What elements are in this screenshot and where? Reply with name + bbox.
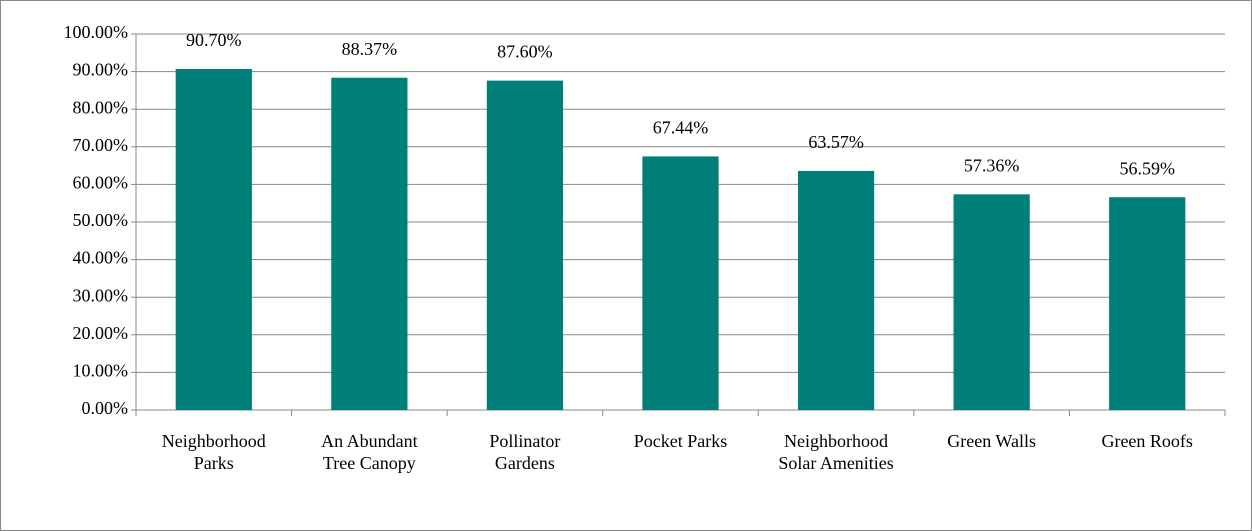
data-label: 63.57% [808, 132, 864, 152]
y-tick-label: 60.00% [73, 173, 129, 193]
bar [1109, 197, 1186, 410]
x-tick-label: An Abundant Tree Canopy [321, 431, 418, 473]
bar [175, 68, 252, 410]
x-tick-label: Green Walls [947, 431, 1036, 451]
data-label: 88.37% [342, 39, 398, 59]
x-tick-label: Neighborhood Solar Amenities [778, 431, 894, 473]
bar [331, 77, 408, 411]
y-tick-label: 50.00% [73, 210, 129, 230]
x-tick-label: Pocket Parks [633, 431, 728, 451]
bar [486, 80, 564, 411]
y-tick-label: 90.00% [73, 60, 129, 80]
bar [642, 156, 719, 410]
x-tick-label: Green Roofs [1101, 431, 1193, 451]
y-tick-label: 0.00% [82, 398, 129, 418]
data-label: 57.36% [964, 155, 1020, 175]
data-label: 67.44% [653, 118, 709, 138]
y-tick-label: 20.00% [73, 323, 129, 343]
y-tick-label: 40.00% [73, 248, 129, 268]
bar [797, 170, 875, 410]
data-label: 87.60% [497, 42, 553, 62]
y-tick-label: 100.00% [64, 22, 129, 42]
x-tick-label: Pollinator Gardens [489, 431, 561, 473]
y-tick-label: 10.00% [73, 361, 129, 381]
bar [953, 194, 1030, 410]
x-tick-label: Neighborhood Parks [161, 431, 266, 473]
data-label: 90.70% [186, 30, 242, 50]
data-label: 56.59% [1119, 158, 1175, 178]
y-tick-label: 80.00% [73, 97, 129, 117]
y-tick-label: 30.00% [73, 285, 129, 305]
y-tick-label: 70.00% [73, 135, 129, 155]
